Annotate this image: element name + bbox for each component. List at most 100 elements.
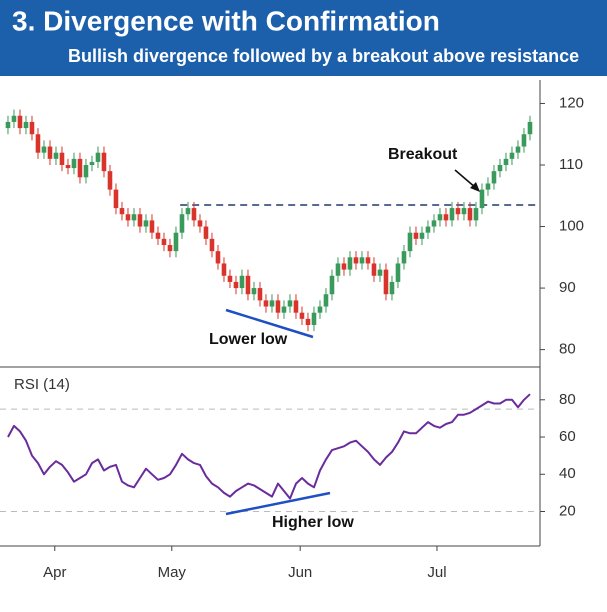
candle-body: [149, 220, 155, 233]
candle-body: [239, 275, 245, 289]
candle-body: [395, 263, 401, 282]
candle-body: [173, 232, 179, 252]
candle-body: [143, 220, 149, 227]
candle-body: [269, 300, 275, 307]
candle-body: [167, 245, 173, 252]
candle-body: [245, 275, 251, 295]
rsi-line: [7, 393, 531, 500]
candle-body: [473, 208, 479, 221]
candle-body: [233, 281, 239, 289]
candle-body: [503, 158, 509, 165]
chart-title: 3. Divergence with Confirmation: [12, 5, 440, 36]
candle-body: [257, 288, 263, 301]
candle-body: [119, 208, 125, 215]
candle-body: [335, 263, 341, 276]
candle-body: [287, 300, 293, 307]
breakout-arrow: [454, 169, 477, 189]
candle-body: [77, 158, 83, 178]
y-tick-label: 90: [559, 279, 576, 296]
candle-body: [485, 183, 491, 190]
y-tick-label: 20: [559, 502, 576, 519]
candle-body: [41, 146, 47, 153]
candle-body: [521, 134, 527, 147]
candle-body: [407, 232, 413, 252]
candle-body: [455, 208, 461, 215]
candle-body: [17, 115, 23, 129]
candle-body: [425, 226, 431, 233]
candle-body: [209, 238, 215, 252]
candle-body: [413, 232, 419, 239]
candle-body: [35, 134, 41, 153]
candle-body: [281, 306, 287, 313]
y-tick-label: 110: [559, 156, 583, 173]
candle-body: [341, 263, 347, 270]
candle-body: [497, 165, 503, 172]
candle-body: [113, 189, 119, 209]
y-tick-label: 40: [559, 465, 576, 482]
candle-body: [443, 214, 449, 221]
candle-body: [197, 220, 203, 227]
candle-body: [215, 251, 221, 264]
x-tick-label: May: [158, 564, 187, 581]
candle-body: [203, 226, 209, 239]
x-tick-label: Apr: [43, 564, 66, 581]
candle-body: [47, 146, 53, 159]
breakout-label: Breakout: [388, 146, 458, 163]
candle-body: [311, 312, 317, 325]
x-tick-label: Jul: [427, 564, 446, 581]
candle-body: [431, 220, 437, 227]
candle-body: [509, 152, 515, 159]
y-tick-label: 60: [559, 428, 576, 445]
candle-body: [155, 232, 161, 239]
candle-body: [515, 146, 521, 153]
candle-body: [461, 208, 467, 215]
candle-body: [131, 214, 137, 221]
candle-body: [101, 152, 107, 172]
candle-body: [263, 300, 269, 307]
y-tick-label: 80: [559, 341, 576, 358]
candle-body: [371, 263, 377, 276]
candle-body: [401, 251, 407, 264]
candle-body: [185, 208, 191, 215]
candle-body: [251, 288, 257, 295]
candle-body: [437, 214, 443, 221]
candle-body: [527, 121, 533, 135]
candle-body: [89, 161, 95, 165]
candle-body: [293, 300, 299, 313]
candle-body: [71, 158, 77, 169]
candle-body: [53, 152, 59, 159]
header-band: [0, 0, 607, 76]
candle-body: [467, 208, 473, 221]
lower-low-label: Lower low: [209, 331, 288, 348]
candle-body: [419, 232, 425, 239]
candle-body: [59, 152, 65, 165]
lower-low-trendline: [225, 308, 314, 339]
candle-body: [299, 312, 305, 319]
candle-body: [383, 269, 389, 295]
candle-body: [125, 214, 131, 221]
candle-body: [227, 275, 233, 282]
candle-body: [449, 208, 455, 221]
candle-body: [377, 269, 383, 276]
higher-low-label: Higher low: [272, 514, 354, 531]
higher-low-trendline: [225, 491, 331, 516]
candle-body: [83, 165, 89, 178]
candle-body: [29, 121, 35, 135]
candle-body: [137, 214, 143, 227]
candle-body: [95, 152, 101, 162]
candle-body: [107, 171, 113, 190]
breakout-arrowhead: [470, 182, 480, 192]
rsi-label: RSI (14): [14, 376, 70, 393]
chart-subtitle: Bullish divergence followed by a breakou…: [68, 46, 579, 66]
candle-body: [305, 318, 311, 325]
candle-body: [11, 115, 17, 122]
candle-body: [65, 165, 71, 169]
candle-body: [275, 300, 281, 313]
candle-body: [161, 238, 167, 245]
candle-body: [353, 257, 359, 264]
y-tick-label: 80: [559, 391, 576, 408]
candle-body: [479, 189, 485, 209]
candle-body: [317, 306, 323, 313]
